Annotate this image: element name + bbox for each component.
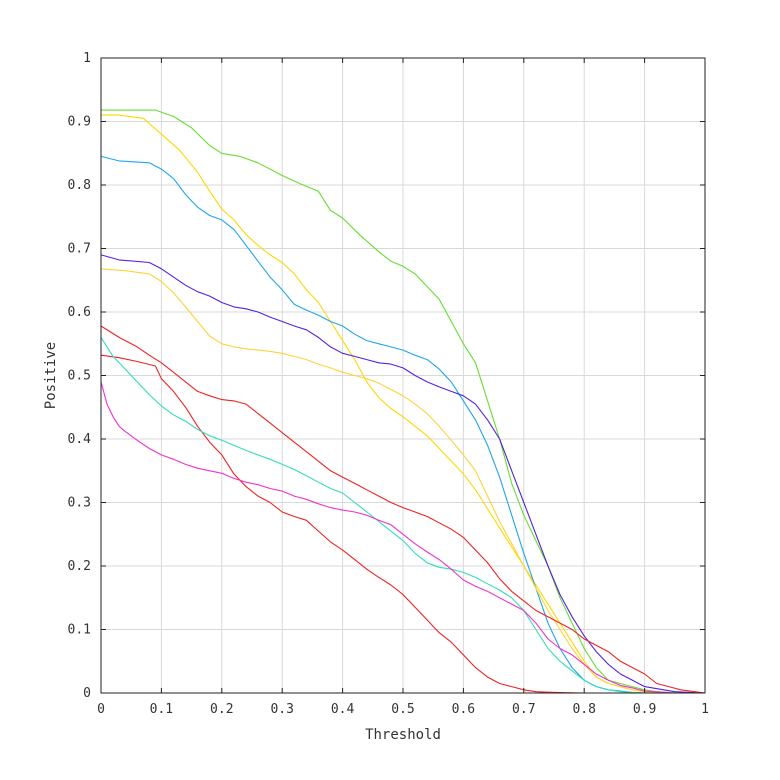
x-tick-label: 0.2 (210, 702, 233, 717)
series-line-5 (100, 268, 705, 694)
x-tick-label: 0.4 (331, 702, 355, 717)
x-tick-label: 0.1 (150, 702, 173, 717)
x-tick-label: 0.8 (572, 702, 595, 717)
series-line-2 (101, 114, 705, 694)
x-tick-label: 0.9 (633, 702, 656, 717)
y-tick-label: 1 (83, 51, 91, 66)
y-tick-label: 0.6 (68, 305, 91, 320)
series-layer (100, 109, 706, 694)
y-tick-label: 0.2 (68, 559, 91, 574)
series-line-3 (100, 155, 705, 694)
y-tick-label: 0.8 (68, 178, 91, 193)
grid (100, 57, 706, 694)
y-tick-label: 0.9 (68, 115, 91, 130)
y-tick-label: 0.4 (68, 432, 92, 447)
y-tick-label: 0.3 (68, 496, 91, 511)
y-tick-label: 0 (83, 686, 91, 701)
series-line-9 (100, 381, 705, 694)
y-tick-label: 0.1 (68, 623, 91, 638)
x-axis-label: Threshold (365, 727, 441, 743)
y-tick-label: 0.5 (68, 369, 91, 384)
ticks: 0 0.1 0.2 0.3 0.4 0.5 0.6 0.7 0.8 0.9 1 0 0.1 0.2 0.3 0… (68, 51, 709, 717)
y-tick-label: 0.7 (68, 242, 91, 257)
x-tick-label: 0.3 (270, 702, 293, 717)
series-line-6 (100, 325, 706, 694)
series-line-4 (100, 254, 706, 694)
x-tick-label: 0.6 (452, 702, 475, 717)
y-axis-label: Positive (43, 342, 59, 409)
series-line-1 (101, 109, 705, 694)
x-tick-label: 0.5 (391, 702, 414, 717)
series-line-7 (100, 354, 705, 694)
x-tick-label: 1 (701, 702, 709, 717)
x-tick-label: 0.7 (512, 702, 535, 717)
series-line-8 (100, 337, 705, 694)
x-tick-label: 0 (97, 702, 105, 717)
